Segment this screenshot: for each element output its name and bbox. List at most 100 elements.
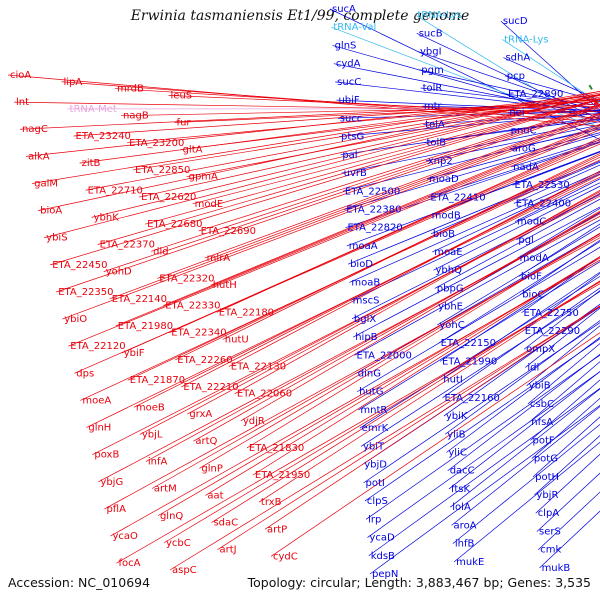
leader-line (522, 273, 600, 332)
gene-label: ybgI (420, 47, 442, 58)
gene-label: bioA (40, 206, 62, 217)
gene-label: ETA_22290 (525, 326, 580, 337)
gene-label: sdhA (505, 53, 530, 64)
gene-label: lolA (452, 502, 471, 513)
leader-line (501, 39, 600, 104)
gene-label: tolB (426, 138, 446, 149)
leader-line (80, 159, 600, 401)
gene-label: ycbC (166, 538, 191, 549)
gene-label: ybiK (446, 411, 468, 422)
leader-line (222, 153, 600, 340)
gene-label: hutG (359, 387, 383, 398)
gene-label: ETA_22750 (524, 308, 579, 319)
gene-label: bglX (354, 314, 376, 325)
leader-line (369, 404, 600, 575)
leader-line (365, 354, 600, 520)
leader-line (198, 104, 600, 232)
leader-line (104, 237, 600, 510)
gene-label: ETA_22400 (516, 198, 571, 209)
gene-label: modA (520, 253, 549, 264)
gene-label: mukB (542, 563, 571, 574)
gene-label: aat (207, 490, 223, 501)
leader-line (211, 280, 600, 523)
gene-label: ETA_21990 (442, 356, 497, 367)
gene-label: ihfB (455, 539, 475, 550)
gene-label: artQ (195, 436, 217, 447)
tick-mark (588, 84, 593, 90)
leader-line (437, 226, 600, 326)
leader-line (181, 172, 600, 388)
leader-line (453, 441, 600, 563)
gene-label: ETA_22180 (219, 307, 274, 318)
leader-line (434, 198, 600, 289)
gene-label: ETA_22120 (70, 341, 125, 352)
gene-label: moaD (429, 174, 459, 185)
leader-line (121, 141, 600, 354)
gene-label: hutH (213, 280, 237, 291)
leader-line (157, 257, 600, 517)
gene-label: ycaO (112, 531, 138, 542)
gene-label: bioB (433, 229, 455, 240)
leader-line (116, 283, 600, 564)
gene-label: mrdB (117, 84, 144, 95)
leader-line (504, 75, 600, 102)
gene-label: aroG (512, 144, 536, 155)
gene-label: uvrB (344, 168, 367, 179)
gene-label: yliB (447, 429, 465, 440)
gene-label: potI (366, 478, 385, 489)
gene-label: pbpG (437, 283, 464, 294)
gene-label: grxA (189, 409, 212, 420)
gene-label: ETA_21980 (118, 321, 173, 332)
gene-label: ftsK (451, 484, 470, 495)
leader-line (234, 189, 600, 395)
gene-label: ybjL (142, 429, 163, 440)
leader-line (358, 261, 600, 411)
gene-labels: sucA tRNA-Lys sucD tRNA-Val sucB tRNA-Lys glnS… (10, 4, 580, 580)
gene-label: ETA_22500 (345, 186, 400, 197)
gene-label: lrp (368, 514, 381, 525)
leader-line (270, 332, 600, 557)
leader-line (14, 101, 600, 113)
leader-line (44, 93, 600, 239)
gene-label: bioD (350, 259, 373, 270)
leader-line (337, 111, 600, 119)
leader-line (85, 92, 600, 191)
gene-label: yohC (439, 320, 464, 331)
gene-label: ETA_22000 (357, 350, 412, 361)
gene-label: poxB (94, 450, 119, 461)
gene-label: ETA_22330 (165, 301, 220, 312)
leader-line (448, 371, 600, 490)
gene-label: ETA_22530 (514, 180, 569, 191)
gene-label: mukE (456, 557, 484, 568)
leader-line (127, 156, 600, 381)
leader-line (360, 291, 600, 447)
gene-label: ybhE (438, 302, 463, 313)
gene-label: ybiS (46, 233, 67, 244)
leader-line (204, 112, 600, 259)
gene-label: tolR (423, 83, 443, 94)
gene-label: ETA_22060 (237, 389, 292, 400)
leader-line (169, 306, 600, 571)
leader-line (103, 105, 600, 272)
gene-label: mscS (353, 296, 380, 307)
gene-label: ETA_22850 (135, 165, 190, 176)
leader-line (86, 176, 600, 428)
leader-line (355, 233, 600, 374)
gene-label: tRNA-Val (333, 22, 376, 33)
leader-line (151, 104, 600, 252)
gene-label: moaB (351, 277, 380, 288)
leader-line (91, 94, 600, 218)
gene-label: hutU (225, 334, 249, 345)
leader-line (450, 388, 600, 508)
gene-label: potF (533, 435, 555, 446)
leader-line (439, 256, 600, 362)
gene-label: hutI (443, 375, 463, 386)
leader-line (428, 141, 600, 198)
leader-line (163, 281, 600, 544)
gene-label: csbC (530, 399, 554, 410)
gene-label: ETA_22690 (201, 226, 256, 237)
leader-line (505, 93, 600, 106)
gene-label: modE (195, 199, 224, 210)
gene-label: artM (154, 484, 177, 495)
leader-line (520, 239, 600, 295)
